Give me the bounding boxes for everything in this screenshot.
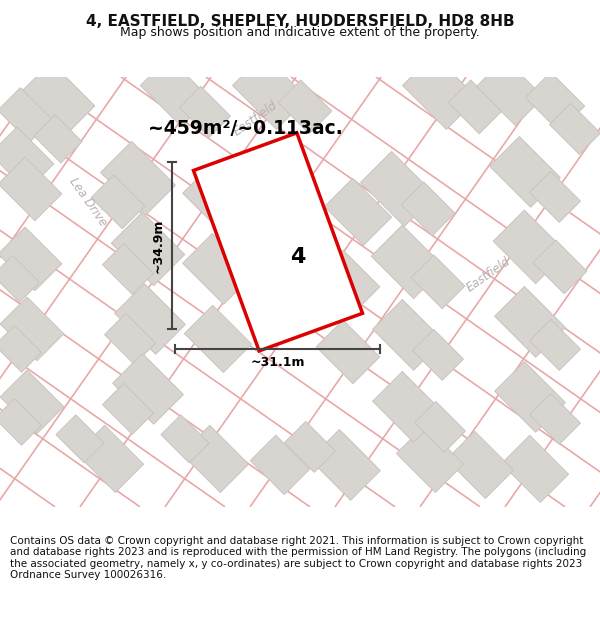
Polygon shape — [278, 80, 332, 134]
Polygon shape — [494, 361, 565, 432]
Polygon shape — [446, 431, 514, 499]
Polygon shape — [371, 225, 445, 299]
Polygon shape — [397, 425, 464, 493]
Polygon shape — [310, 429, 380, 500]
Polygon shape — [212, 193, 263, 244]
Polygon shape — [494, 286, 565, 357]
Polygon shape — [415, 401, 466, 452]
Polygon shape — [0, 297, 64, 361]
Polygon shape — [0, 326, 41, 372]
Polygon shape — [526, 72, 584, 132]
Polygon shape — [34, 115, 82, 163]
Polygon shape — [0, 88, 52, 142]
Polygon shape — [361, 151, 436, 226]
Polygon shape — [182, 234, 253, 304]
Polygon shape — [0, 256, 40, 302]
Text: ~31.1m: ~31.1m — [250, 356, 305, 369]
Polygon shape — [111, 212, 185, 286]
Polygon shape — [533, 240, 587, 294]
Polygon shape — [413, 329, 463, 381]
Polygon shape — [233, 54, 307, 129]
Polygon shape — [476, 58, 544, 126]
Polygon shape — [401, 182, 455, 236]
Polygon shape — [0, 127, 54, 191]
Polygon shape — [530, 393, 580, 444]
Polygon shape — [161, 415, 209, 463]
Polygon shape — [0, 370, 64, 434]
Polygon shape — [113, 354, 184, 424]
Polygon shape — [373, 371, 443, 442]
Polygon shape — [115, 284, 185, 354]
Polygon shape — [316, 320, 380, 384]
Polygon shape — [181, 425, 248, 493]
Polygon shape — [0, 157, 62, 221]
Text: ~34.9m: ~34.9m — [151, 218, 164, 272]
Polygon shape — [101, 141, 175, 216]
Text: 4, EASTFIELD, SHEPLEY, HUDDERSFIELD, HD8 8HB: 4, EASTFIELD, SHEPLEY, HUDDERSFIELD, HD8… — [86, 14, 514, 29]
Polygon shape — [530, 319, 580, 371]
Polygon shape — [448, 80, 502, 134]
Polygon shape — [490, 136, 560, 208]
Polygon shape — [76, 425, 143, 493]
Text: Contains OS data © Crown copyright and database right 2021. This information is : Contains OS data © Crown copyright and d… — [10, 536, 586, 581]
Polygon shape — [373, 299, 443, 370]
Polygon shape — [316, 250, 380, 314]
Text: ~459m²/~0.113ac.: ~459m²/~0.113ac. — [148, 119, 343, 138]
Polygon shape — [193, 133, 362, 351]
Polygon shape — [184, 305, 251, 372]
Polygon shape — [403, 54, 478, 129]
Polygon shape — [493, 210, 567, 284]
Polygon shape — [56, 415, 104, 463]
Polygon shape — [103, 383, 154, 434]
Polygon shape — [550, 103, 600, 154]
Polygon shape — [103, 243, 154, 294]
Polygon shape — [502, 435, 569, 502]
Polygon shape — [284, 421, 335, 472]
Text: Eastfield: Eastfield — [230, 99, 280, 139]
Text: Map shows position and indicative extent of the property.: Map shows position and indicative extent… — [120, 26, 480, 39]
Polygon shape — [530, 171, 580, 222]
Polygon shape — [182, 164, 253, 234]
Polygon shape — [325, 178, 392, 246]
Polygon shape — [140, 58, 209, 126]
Text: Lea Drive: Lea Drive — [67, 175, 109, 229]
Text: Eastfield: Eastfield — [463, 255, 512, 295]
Polygon shape — [179, 86, 230, 138]
Polygon shape — [91, 175, 145, 229]
Polygon shape — [411, 255, 465, 309]
Polygon shape — [0, 399, 41, 445]
Polygon shape — [21, 62, 95, 136]
Polygon shape — [250, 435, 310, 494]
Polygon shape — [0, 227, 62, 291]
Text: 4: 4 — [290, 247, 305, 267]
Polygon shape — [104, 313, 155, 364]
